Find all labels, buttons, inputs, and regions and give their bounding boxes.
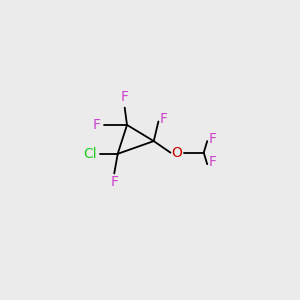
Text: Cl: Cl — [83, 147, 97, 161]
Text: F: F — [208, 132, 216, 146]
Text: F: F — [160, 112, 168, 126]
Text: F: F — [92, 118, 100, 132]
Text: F: F — [110, 175, 118, 189]
Text: F: F — [208, 155, 216, 169]
Text: O: O — [172, 146, 182, 160]
Text: F: F — [121, 90, 129, 104]
